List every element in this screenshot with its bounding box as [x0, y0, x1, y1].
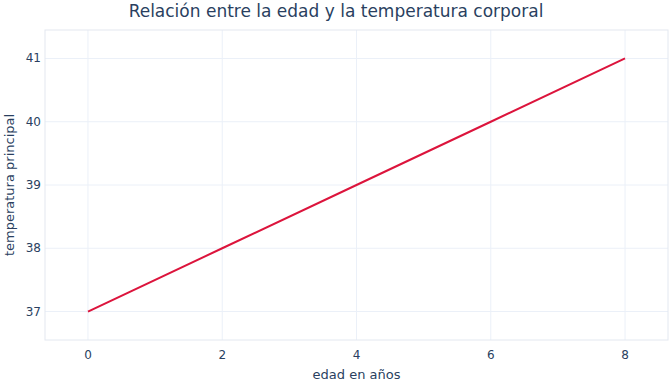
chart-svg: 0 2 4 6 8 37 38 39 40 41 Relación entre la edad y …: [0, 0, 672, 384]
data-line: [88, 58, 625, 311]
series-group: [88, 58, 625, 311]
y-grid-line: [45, 248, 668, 249]
y-tick-label: 39: [26, 178, 41, 192]
y-tick-label: 38: [26, 241, 41, 255]
x-tick-label: 4: [353, 348, 361, 362]
grid: [45, 30, 668, 340]
chart-title: Relación entre la edad y la temperatura …: [129, 1, 544, 21]
plot-frame: [45, 30, 668, 340]
x-tick-label: 8: [621, 348, 629, 362]
y-grid-line: [45, 311, 668, 312]
background: [0, 0, 672, 384]
x-tick-label: 2: [218, 348, 226, 362]
x-tick-label: 6: [487, 348, 495, 362]
y-tick-label: 37: [26, 305, 41, 319]
y-tick-label: 40: [26, 115, 41, 129]
x-tick-label: 0: [84, 348, 92, 362]
chart-container: 0 2 4 6 8 37 38 39 40 41 Relación entre la edad y …: [0, 0, 672, 384]
y-grid-line: [45, 121, 668, 122]
y-axis-label: temperatura principal: [2, 114, 17, 256]
x-axis-label: edad en años: [313, 367, 401, 382]
y-grid-line: [45, 58, 668, 59]
y-tick-label: 41: [26, 51, 41, 65]
